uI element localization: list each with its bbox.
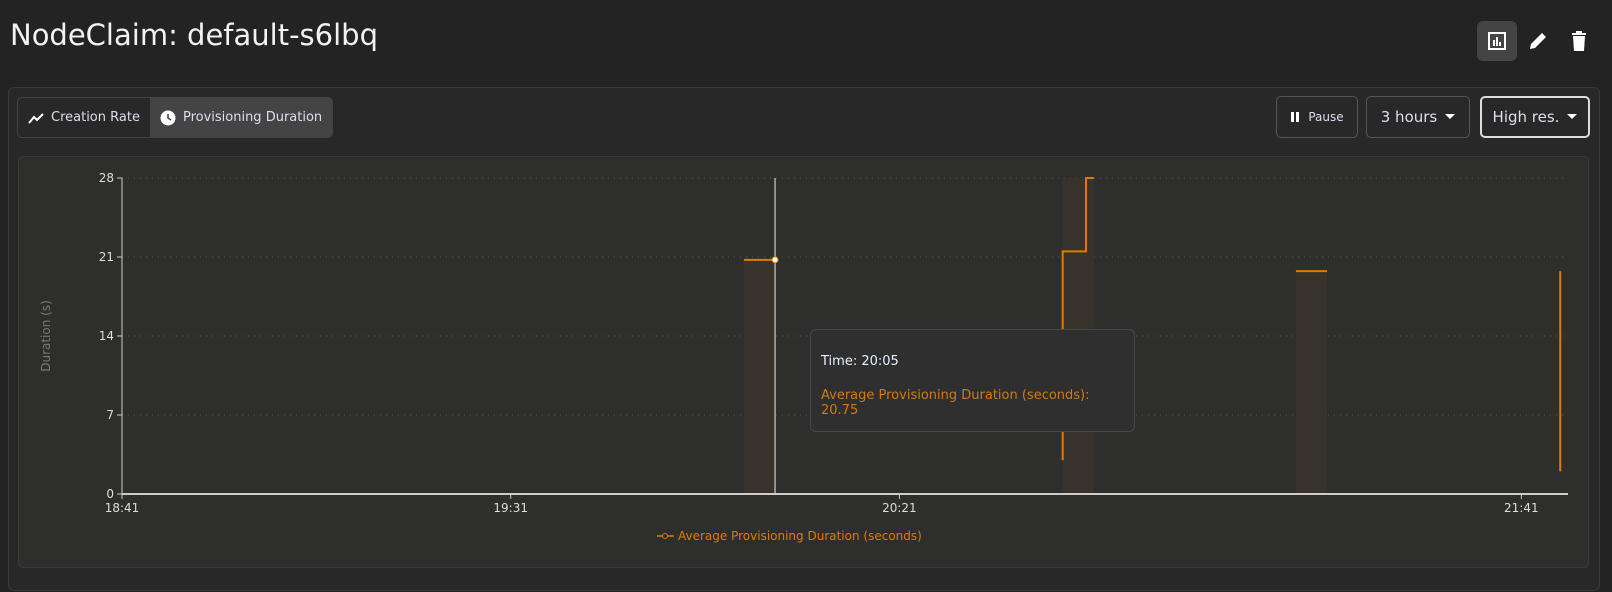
tooltip-time: Time: 20:05	[821, 354, 899, 369]
edit-button[interactable]	[1518, 21, 1558, 61]
tab-provisioning-duration[interactable]: Provisioning Duration	[149, 98, 333, 137]
y-axis-label: Duration (s)	[39, 300, 53, 372]
tab-label: Creation Rate	[51, 110, 140, 125]
tab-creation-rate[interactable]: Creation Rate	[18, 98, 150, 137]
tab-label: Provisioning Duration	[182, 110, 323, 125]
y-tick-label: 0	[106, 487, 114, 501]
series-line	[1061, 177, 1094, 461]
trash-icon	[1572, 31, 1586, 51]
legend-label: Average Provisioning Duration (seconds)	[678, 529, 922, 543]
pause-icon	[1291, 112, 1300, 122]
area-fill	[1295, 271, 1327, 494]
time-range-select[interactable]: 3 hours	[1366, 96, 1470, 138]
legend-marker	[662, 533, 668, 539]
chevron-down-icon	[1445, 114, 1456, 119]
bar-chart-icon	[1488, 32, 1506, 50]
pause-label: Pause	[1308, 110, 1344, 124]
y-tick-label: 21	[99, 250, 114, 264]
y-tick-label: 28	[99, 171, 114, 185]
trend-line-icon	[28, 112, 44, 124]
legend[interactable]: Average Provisioning Duration (seconds)	[657, 529, 922, 543]
y-tick-label: 7	[106, 408, 114, 422]
chart-tooltip: Time: 20:05 Average Provisioning Duratio…	[810, 329, 1135, 432]
clock-icon	[160, 110, 176, 125]
time-range-value: 3 hours	[1380, 108, 1438, 126]
delete-button[interactable]	[1559, 21, 1599, 61]
chart-tabs: Creation Rate Provisioning Duration	[17, 97, 334, 138]
page-title: NodeClaim: default-s6lbq	[10, 18, 378, 52]
hover-point	[771, 256, 779, 264]
x-tick-label: 21:41	[1504, 501, 1539, 515]
tooltip-value: Average Provisioning Duration (seconds):…	[821, 388, 1090, 418]
y-tick-label: 14	[99, 329, 114, 343]
resolution-value: High res.	[1492, 108, 1560, 126]
resolution-select[interactable]: High res.	[1480, 96, 1590, 138]
chevron-down-icon	[1567, 114, 1578, 119]
x-tick-label: 18:41	[105, 501, 140, 515]
area-fill	[743, 259, 776, 494]
chart-container	[18, 156, 1589, 568]
metrics-button[interactable]	[1477, 21, 1517, 61]
pencil-icon	[1530, 33, 1546, 49]
pause-button[interactable]: Pause	[1276, 96, 1358, 138]
x-tick-label: 20:21	[882, 501, 917, 515]
x-tick-label: 19:31	[493, 501, 528, 515]
